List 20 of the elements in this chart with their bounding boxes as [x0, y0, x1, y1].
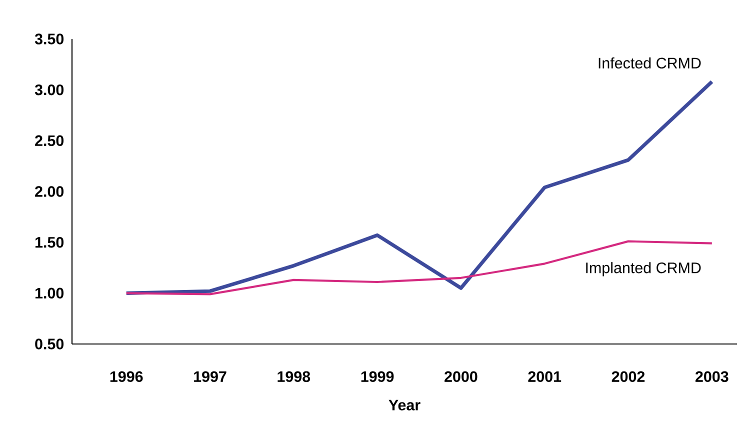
y-tick-label: 3.00: [34, 84, 64, 96]
x-tick-label: 1998: [278, 371, 310, 382]
series-label: Infected CRMD: [598, 57, 701, 69]
y-tick-label: 3.50: [34, 34, 64, 44]
series-label: Implanted CRMD: [586, 262, 701, 276]
x-tick-label: 1999: [361, 371, 394, 382]
line-series: [125, 240, 713, 296]
line-series: [124, 80, 714, 295]
x-tick-label: 1997: [194, 371, 226, 382]
x-axis-title: Year: [388, 400, 420, 410]
x-tick-label: 2001: [528, 371, 562, 382]
y-tick-label: 1.50: [35, 236, 64, 248]
y-tick-label: 1.00: [35, 288, 64, 299]
x-tick-label: 1996: [110, 371, 143, 382]
x-tick-label: 2002: [612, 371, 645, 382]
y-tick-label: 2.50: [35, 135, 64, 146]
x-tick-label: 2003: [696, 371, 728, 382]
x-tick-label: 2000: [444, 371, 478, 382]
y-tick-label: 2.00: [35, 186, 64, 197]
y-tick-label: 0.50: [35, 338, 64, 350]
